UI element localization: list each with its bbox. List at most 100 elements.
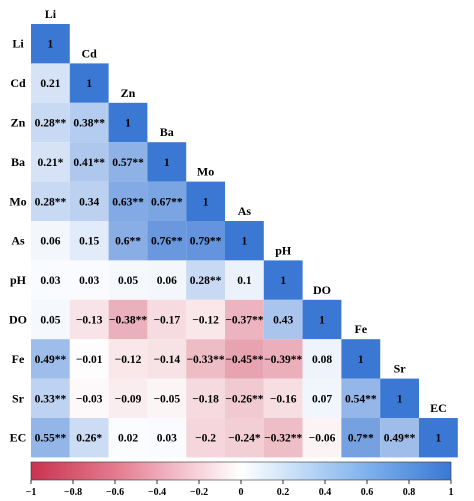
cell-label-Sr-Ba: −0.05 [153, 393, 180, 405]
row-label-pH: pH [10, 273, 27, 287]
cell-label-Zn-Zn: 1 [125, 118, 131, 130]
cell-Li-Li [31, 24, 70, 64]
cell-label-Fe-Mo: −0.33** [187, 354, 225, 366]
cell-Fe-As [225, 339, 264, 379]
cell-label-pH-pH: 1 [280, 275, 286, 287]
column-label-As: As [238, 204, 252, 218]
cell-Fe-Ba [147, 339, 187, 379]
cell-label-pH-Mo: 0.28** [190, 275, 222, 287]
cell-DO-Cd [69, 299, 109, 340]
row-label-Fe: Fe [12, 352, 25, 366]
cell-label-As-Zn: 0.6** [115, 236, 141, 248]
cell-Fe-pH [263, 339, 303, 379]
row-label-As: As [11, 234, 25, 248]
cell-label-DO-DO: 1 [319, 315, 325, 327]
heatmap-cells: 1 0.21 1 0.28** 0.38** 1 0.21* 0.41** 0.57** 1 0.2… [31, 24, 458, 458]
cell-Sr-pH [263, 378, 303, 418]
cell-label-As-Cd: 0.15 [79, 236, 99, 248]
cell-label-EC-As: −0.24* [228, 433, 261, 445]
cell-DO-Mo [186, 299, 225, 340]
cell-label-Sr-As: −0.26** [225, 393, 263, 405]
column-label-EC: EC [430, 401, 447, 415]
colorbar-tick-label: −1 [26, 487, 37, 498]
cell-pH-Zn [108, 260, 148, 300]
colorbar-gradient [30, 461, 452, 481]
row-label-Cd: Cd [10, 76, 26, 90]
cell-label-Fe-pH: −0.39** [264, 354, 302, 366]
cell-label-DO-Zn: −0.38** [109, 315, 147, 327]
cell-EC-Cd [69, 418, 109, 458]
cell-label-Sr-Fe: 0.54** [345, 393, 377, 405]
cell-label-pH-As: 0.1 [237, 275, 252, 287]
cell-label-EC-Ba: 0.03 [157, 433, 177, 445]
cell-label-Mo-Mo: 1 [203, 196, 209, 208]
cell-pH-Mo [186, 260, 225, 300]
cell-Sr-Sr [380, 378, 419, 418]
column-label-Fe: Fe [354, 322, 367, 336]
cell-label-EC-EC: 1 [436, 433, 442, 445]
cell-label-Mo-Cd: 0.34 [79, 196, 99, 208]
cell-EC-EC [419, 418, 458, 458]
cell-Mo-Mo [186, 181, 225, 221]
row-label-Sr: Sr [12, 391, 25, 405]
cell-label-Sr-Li: 0.33** [35, 393, 67, 405]
cell-label-EC-Zn: 0.02 [118, 433, 138, 445]
cell-Ba-Li [31, 142, 70, 182]
cell-Mo-Ba [147, 181, 187, 221]
cell-label-DO-Cd: −0.13 [76, 315, 103, 327]
cell-label-Fe-DO: 0.08 [312, 354, 332, 366]
cell-Zn-Li [31, 102, 70, 143]
cell-label-Cd-Li: 0.21 [40, 78, 60, 90]
cell-DO-Li [31, 299, 70, 340]
row-label-EC: EC [10, 431, 27, 445]
row-label-Li: Li [12, 37, 24, 51]
cell-label-EC-pH: −0.32** [264, 433, 302, 445]
cell-label-Fe-Li: 0.49** [35, 354, 67, 366]
cell-Sr-Li [31, 378, 70, 418]
cell-label-Sr-pH: −0.16 [270, 393, 297, 405]
cell-pH-Cd [69, 260, 109, 300]
row-label-DO: DO [9, 313, 27, 327]
column-label-Cd: Cd [82, 46, 98, 60]
row-labels: Li Cd Zn Ba Mo As pH DO Fe Sr EC [9, 37, 27, 445]
cell-label-As-Li: 0.06 [40, 236, 60, 248]
cell-Zn-Zn [108, 102, 148, 143]
cell-Mo-Zn [108, 181, 148, 221]
cell-DO-As [225, 299, 264, 340]
cell-label-DO-Ba: −0.17 [153, 315, 180, 327]
cell-EC-pH [263, 418, 303, 458]
cell-label-Ba-Li: 0.21* [37, 157, 63, 169]
cell-label-pH-Cd: 0.03 [79, 275, 99, 287]
cell-label-EC-Mo: −0.2 [195, 433, 216, 445]
cell-As-Zn [108, 221, 148, 261]
colorbar: −1 −0.8 −0.6 −0.4 −0.2 0 0.2 0.4 0.6 0.8 1 [26, 461, 454, 498]
cell-label-DO-pH: 0.43 [273, 315, 293, 327]
cell-Fe-Mo [186, 339, 225, 379]
cell-label-Li-Li: 1 [48, 39, 54, 51]
cell-label-Ba-Cd: 0.41** [73, 157, 105, 169]
cell-label-Sr-Zn: −0.09 [115, 393, 142, 405]
cell-Sr-Ba [147, 378, 187, 418]
cell-Cd-Cd [69, 63, 109, 103]
row-label-Ba: Ba [11, 155, 25, 169]
cell-Cd-Li [31, 63, 70, 103]
cell-label-pH-Ba: 0.06 [157, 275, 177, 287]
cell-EC-Mo [186, 418, 225, 458]
cell-Zn-Cd [69, 102, 109, 143]
cell-Sr-Fe [341, 378, 381, 418]
column-labels: Li Cd Zn Ba Mo As pH DO Fe Sr EC [45, 7, 447, 415]
cell-Fe-Zn [108, 339, 148, 379]
cell-label-Fe-Cd: −0.01 [76, 354, 103, 366]
cell-Fe-Cd [69, 339, 109, 379]
cell-label-As-As: 1 [242, 236, 248, 248]
cell-label-DO-Mo: −0.12 [192, 315, 219, 327]
column-label-Ba: Ba [160, 125, 174, 139]
cell-label-pH-Li: 0.03 [40, 275, 60, 287]
cell-Ba-Cd [69, 142, 109, 182]
row-label-Mo: Mo [9, 194, 26, 208]
cell-label-Sr-Cd: −0.03 [76, 393, 103, 405]
column-label-Li: Li [45, 7, 57, 21]
colorbar-tick-label: 1 [449, 487, 454, 498]
cell-EC-DO [302, 418, 342, 458]
cell-Sr-Cd [69, 378, 109, 418]
